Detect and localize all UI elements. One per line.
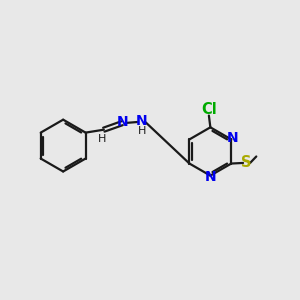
Text: Cl: Cl	[201, 102, 217, 117]
Text: N: N	[205, 170, 217, 184]
Text: S: S	[241, 155, 252, 170]
Text: N: N	[135, 114, 147, 128]
Text: H: H	[138, 126, 146, 136]
Text: H: H	[98, 134, 106, 143]
Text: N: N	[227, 131, 239, 145]
Text: N: N	[116, 115, 128, 129]
